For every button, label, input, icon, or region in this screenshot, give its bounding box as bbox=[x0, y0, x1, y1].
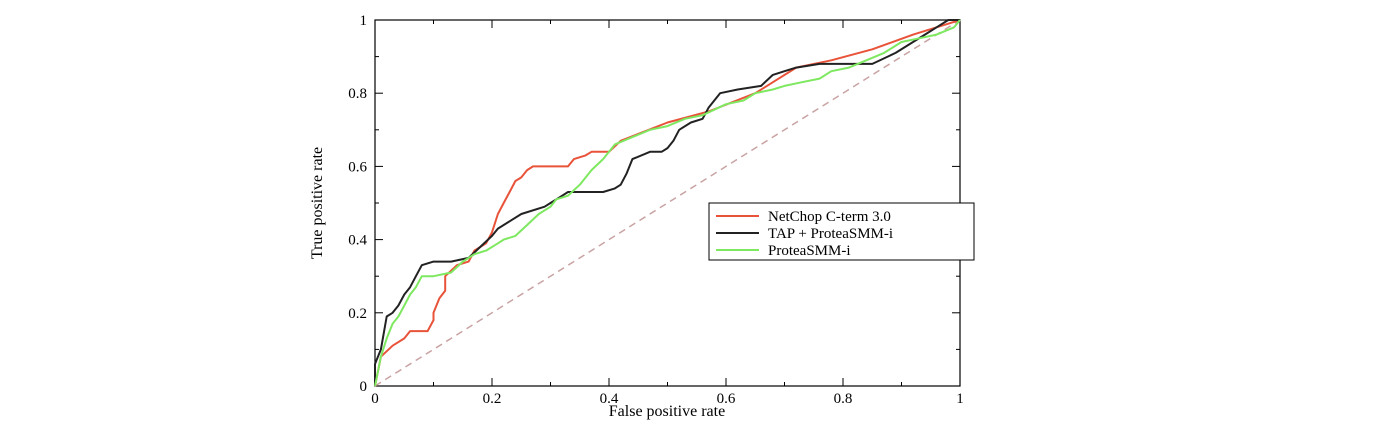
x-tick-label: 0.4 bbox=[600, 391, 619, 407]
legend: NetChop C-term 3.0 TAP + ProteaSMM-i Pro… bbox=[708, 202, 975, 261]
legend-label-tap-proteasmm: TAP + ProteaSMM-i bbox=[768, 226, 893, 242]
y-tick-label: 0.2 bbox=[348, 306, 367, 322]
x-tick-label: 0.6 bbox=[717, 391, 736, 407]
y-tick-label: 0.4 bbox=[348, 233, 367, 249]
series-line-proteasmm bbox=[374, 19, 961, 387]
x-tick-label: 0.8 bbox=[834, 391, 853, 407]
x-tick-label: 1 bbox=[956, 391, 964, 407]
x-axis-title: False positive rate bbox=[609, 403, 725, 420]
x-tick-label: 0.2 bbox=[483, 391, 502, 407]
series-line-tap-proteasmm bbox=[374, 19, 960, 386]
series-line-netchop bbox=[374, 19, 961, 387]
y-tick-label: 1 bbox=[360, 13, 368, 29]
x-tick-label: 0 bbox=[371, 391, 379, 407]
y-tick-label: 0.6 bbox=[348, 159, 367, 175]
legend-label-netchop: NetChop C-term 3.0 bbox=[768, 209, 891, 225]
y-tick-label: 0 bbox=[360, 379, 368, 395]
y-tick-label: 0.8 bbox=[348, 86, 367, 102]
y-axis-title: True positive rate bbox=[309, 147, 326, 259]
legend-label-proteasmm: ProteaSMM-i bbox=[768, 243, 851, 259]
axis-ticks: 0 0.2 0.4 0.6 0.8 1 0 0.2 0.4 0.6 0.8 1 bbox=[348, 13, 964, 407]
series-layer bbox=[374, 19, 961, 387]
